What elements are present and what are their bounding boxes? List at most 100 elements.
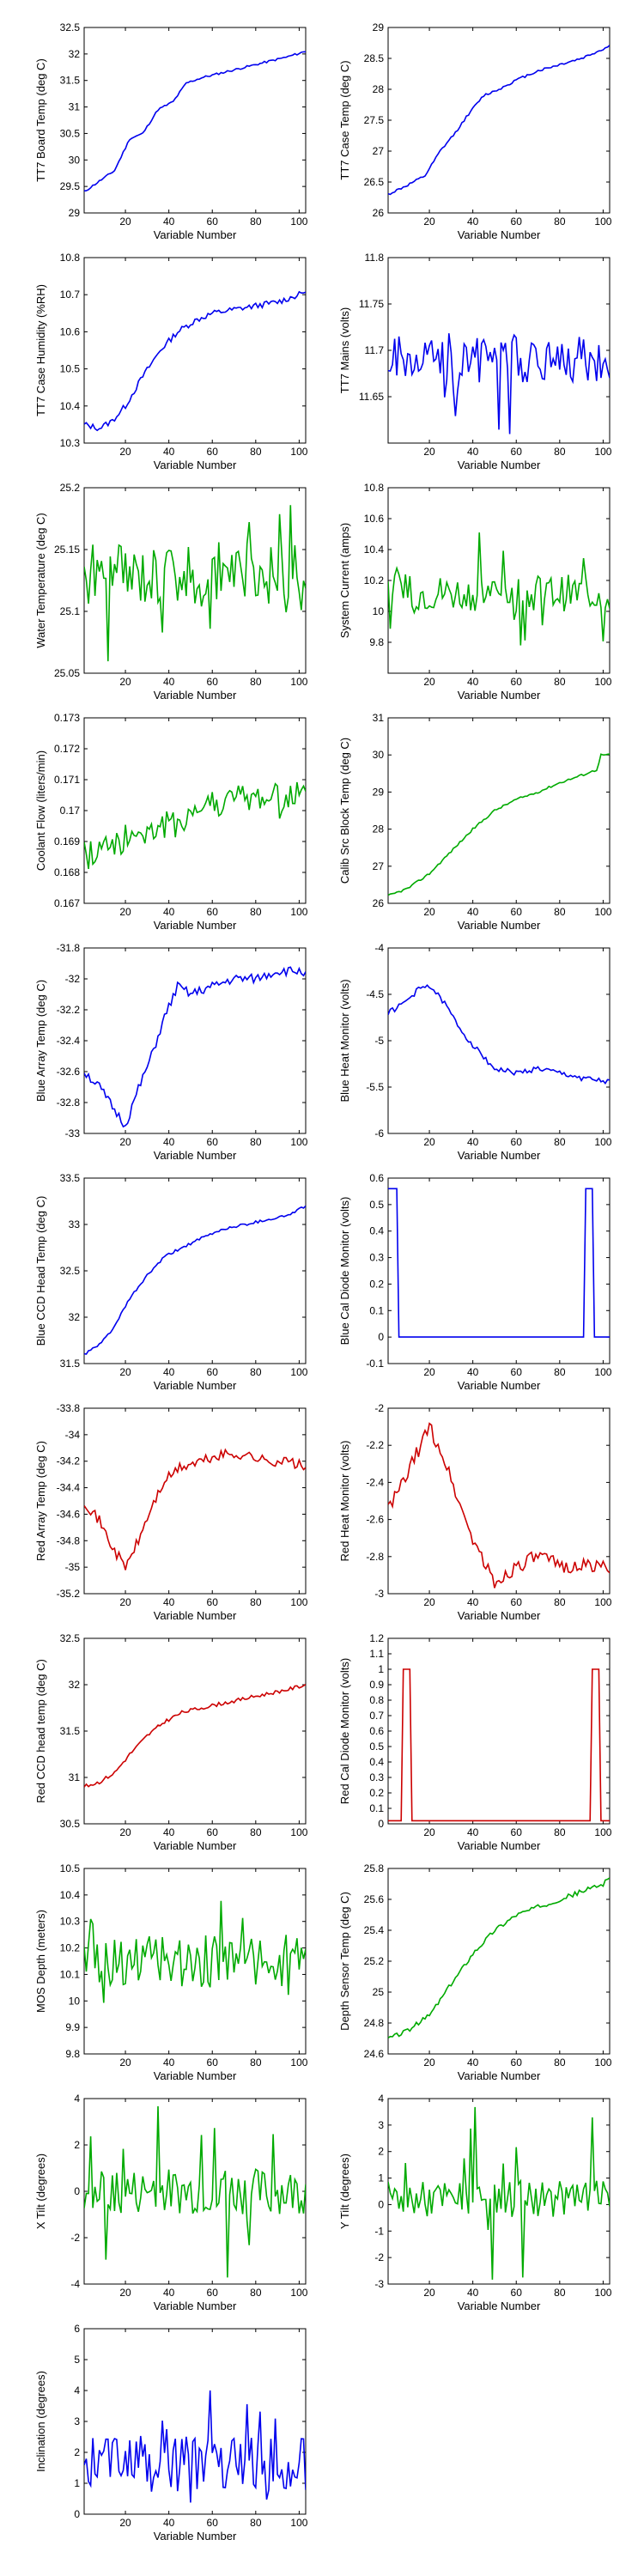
y-tick-label: 0.2 (369, 1787, 384, 1799)
y-tick-label: 10.8 (60, 252, 81, 264)
x-axis-label: Variable Number (154, 459, 237, 471)
y-tick-label: 27 (373, 860, 385, 872)
x-tick-label: 40 (163, 906, 175, 918)
chart-red-heat-monitor: 20 40 60 80 100 -3 -2.8 -2.6 -2.4 -2.2 -2 Variable … (338, 1402, 612, 1622)
plot-area (83, 257, 307, 444)
y-axis-label: TT7 Case Humidity (%RH) (34, 284, 47, 416)
y-tick-label: 25.2 (364, 1955, 385, 1967)
y-tick-label: -34.4 (57, 1482, 81, 1494)
y-tick-label: 0.3 (369, 1252, 384, 1264)
y-tick-label: 0.4 (369, 1756, 384, 1768)
series-line (84, 51, 306, 192)
series-line (84, 505, 306, 662)
x-tick-label: 80 (250, 2057, 262, 2069)
y-axis-label: Y Tilt (degrees) (338, 2154, 351, 2229)
y-axis-label: X Tilt (degrees) (34, 2154, 47, 2229)
y-tick-label: 32.5 (60, 21, 81, 33)
y-tick-label: 10.5 (60, 1862, 81, 1874)
y-tick-label: 9.8 (65, 2048, 80, 2060)
y-tick-label: 0.173 (54, 712, 80, 724)
y-tick-label: 0.168 (54, 866, 80, 878)
x-tick-label: 60 (207, 446, 219, 458)
x-tick-label: 100 (594, 2287, 611, 2299)
chart-tt7-board-temp: 20 40 60 80 100 29 29.5 30 30.5 31 31.5 32 32.5 Varia… (34, 21, 308, 241)
y-tick-label: -2.4 (366, 1476, 384, 1488)
y-tick-label: 10.2 (60, 1942, 81, 1954)
x-tick-label: 80 (250, 1596, 262, 1608)
y-tick-label: 29 (69, 207, 81, 219)
x-axis-label: Variable Number (154, 2300, 237, 2312)
x-tick-label: 40 (467, 2287, 479, 2299)
x-tick-label: 60 (207, 216, 219, 228)
x-tick-label: 40 (163, 216, 175, 228)
plot-area (387, 487, 611, 674)
x-tick-label: 60 (207, 2057, 219, 2069)
y-tick-label: 9.9 (65, 2021, 80, 2033)
series-line (388, 1188, 610, 1338)
y-tick-label: -6 (374, 1127, 384, 1139)
x-tick-label: 40 (163, 1366, 175, 1378)
x-tick-label: 100 (594, 446, 611, 458)
x-tick-label: 20 (423, 906, 435, 918)
y-axis-label: Blue Heat Monitor (volts) (338, 979, 351, 1102)
x-tick-label: 100 (594, 676, 611, 688)
y-axis-label: Red Array Temp (deg C) (34, 1441, 47, 1561)
x-tick-label: 40 (467, 1826, 479, 1838)
y-tick-label: 2 (74, 2446, 80, 2458)
y-tick-label: 0.1 (369, 1802, 384, 1814)
x-tick-label: 100 (290, 216, 307, 228)
x-tick-label: 100 (594, 2057, 611, 2069)
chart-blue-array-temp: 20 40 60 80 100 -33 -32.8 -32.6 -32.4 -32.2 -32 -31… (34, 942, 308, 1162)
y-tick-label: 10.4 (364, 544, 385, 556)
y-tick-label: 32.5 (60, 1265, 81, 1277)
y-tick-label: 0 (74, 2508, 80, 2520)
y-tick-label: -3 (374, 1588, 384, 1600)
y-tick-label: 10.6 (364, 513, 385, 525)
x-tick-label: 20 (119, 2517, 131, 2529)
x-tick-label: 100 (290, 1826, 307, 1838)
series-line (84, 1900, 306, 2003)
y-tick-label: 4 (74, 2093, 80, 2105)
y-tick-label: -2 (374, 2251, 384, 2263)
y-tick-label: 25 (373, 1986, 385, 1998)
x-tick-label: 80 (250, 676, 262, 688)
x-tick-label: 80 (554, 1366, 566, 1378)
x-tick-label: 80 (554, 1826, 566, 1838)
x-tick-label: 100 (290, 2057, 307, 2069)
y-tick-label: 0 (378, 1818, 384, 1830)
y-tick-label: 25.2 (60, 482, 81, 494)
x-tick-label: 20 (423, 216, 435, 228)
x-axis-label: Variable Number (458, 459, 541, 471)
x-tick-label: 20 (119, 1136, 131, 1148)
y-tick-label: 6 (74, 2323, 80, 2335)
y-axis-label: TT7 Case Temp (deg C) (338, 60, 351, 179)
y-tick-label: 10.8 (364, 482, 385, 494)
x-tick-label: 100 (594, 1136, 611, 1148)
x-tick-label: 100 (290, 676, 307, 688)
x-tick-label: 20 (423, 676, 435, 688)
y-tick-label: 5 (74, 2354, 80, 2366)
y-tick-label: 33 (69, 1218, 81, 1230)
x-tick-label: 60 (207, 1596, 219, 1608)
plot-area (387, 717, 611, 904)
x-tick-label: 40 (467, 446, 479, 458)
x-tick-label: 60 (207, 1366, 219, 1378)
x-tick-label: 20 (119, 906, 131, 918)
plot-area (83, 717, 307, 904)
x-tick-label: 60 (207, 906, 219, 918)
x-axis-label: Variable Number (154, 689, 237, 702)
y-tick-label: 31 (69, 1771, 81, 1783)
x-tick-label: 40 (467, 906, 479, 918)
x-axis-label: Variable Number (458, 2300, 541, 2312)
x-tick-label: 80 (554, 216, 566, 228)
y-tick-label: 0.7 (369, 1710, 384, 1722)
x-tick-label: 100 (290, 906, 307, 918)
x-axis-label: Variable Number (458, 1609, 541, 1622)
y-tick-label: 30 (373, 749, 385, 761)
y-tick-label: -1 (374, 2225, 384, 2237)
plot-area (83, 1407, 307, 1595)
y-tick-label: -0.1 (366, 1358, 384, 1370)
y-tick-label: 1.2 (369, 1632, 384, 1644)
y-tick-label: -2 (70, 2232, 80, 2244)
